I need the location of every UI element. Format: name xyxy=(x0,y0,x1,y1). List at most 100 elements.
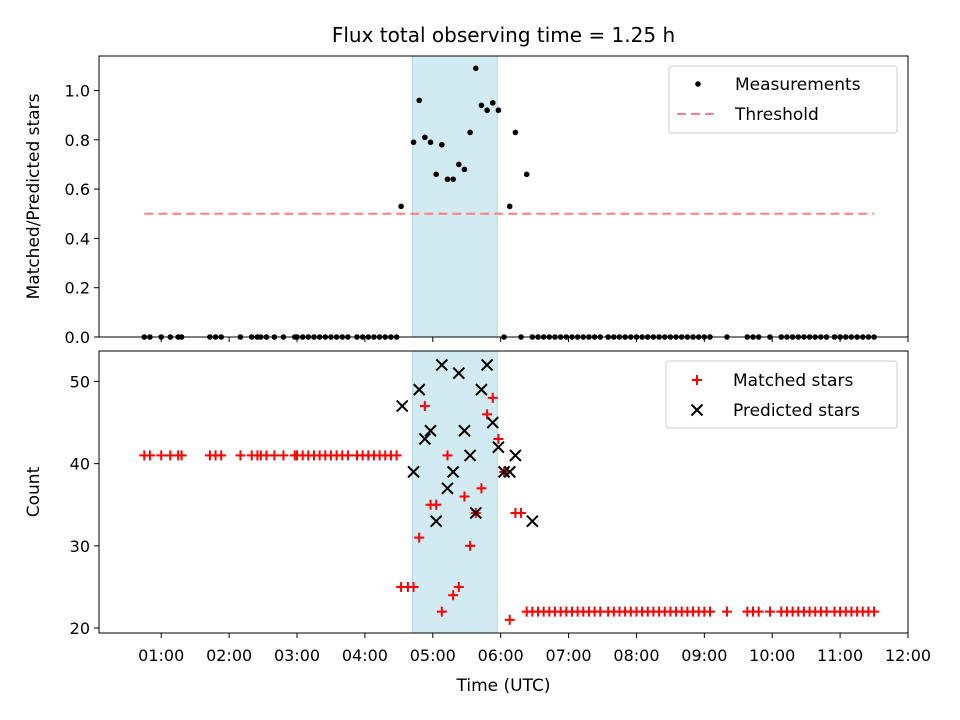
cross-b xyxy=(486,416,499,429)
y-tick-label: 1.0 xyxy=(65,82,90,101)
y-tick-label: 0.8 xyxy=(65,131,90,150)
legend-marker-matched xyxy=(692,375,702,385)
matched-point xyxy=(753,606,764,617)
legend-label: Matched stars xyxy=(733,371,853,391)
cross-b xyxy=(492,440,505,454)
matched-point xyxy=(235,450,246,461)
measurement-point xyxy=(484,107,490,114)
x-axis-label: Time (UTC) xyxy=(456,676,551,696)
matched-point xyxy=(278,450,289,461)
predicted-point xyxy=(526,514,539,528)
x-tick-label: 10:00 xyxy=(749,646,795,665)
x-tick-label: 05:00 xyxy=(410,646,456,665)
predicted-point xyxy=(424,424,437,437)
x-tick-label: 01:00 xyxy=(138,646,184,665)
chart-title: Flux total observing time = 1.25 h xyxy=(332,23,675,47)
matched-point xyxy=(448,590,459,601)
bottom-axes: 20 30 40 50 01:00 02:00 03:00 04:00 05:00 06:00 07… xyxy=(24,350,931,696)
cross-b xyxy=(407,465,420,479)
matched-point xyxy=(216,450,227,461)
measurement-point xyxy=(422,134,428,141)
y-tick-label: 0.6 xyxy=(65,180,90,199)
matched-point xyxy=(144,450,155,461)
matched-point xyxy=(431,499,442,510)
cross-b xyxy=(429,514,443,528)
x-tick-label: 03:00 xyxy=(274,646,320,665)
cross-b xyxy=(469,506,482,520)
measurement-point xyxy=(523,171,530,178)
cross-b xyxy=(475,383,488,396)
measurement-point xyxy=(444,176,451,183)
cross-b xyxy=(446,465,460,479)
matched-point xyxy=(487,392,498,403)
matched-point xyxy=(504,614,515,625)
measurement-point xyxy=(433,171,439,178)
measurement-point xyxy=(398,203,404,210)
measurement-point xyxy=(478,102,485,109)
x-tick-label: 11:00 xyxy=(817,646,863,665)
predicted-point xyxy=(458,424,471,437)
matched-point xyxy=(408,581,419,592)
cross-b xyxy=(458,424,471,437)
legend-marker-measurements xyxy=(695,81,701,87)
cross-b xyxy=(480,358,494,372)
matched-point xyxy=(476,483,487,494)
predicted-point xyxy=(486,416,499,429)
predicted-point xyxy=(429,514,443,528)
x-tick-label: 02:00 xyxy=(206,646,252,665)
y-axis-label: Matched/Predicted stars xyxy=(24,93,44,299)
cross-b xyxy=(503,465,516,479)
cross-b xyxy=(497,465,511,479)
predicted-point xyxy=(435,358,449,372)
predicted-point xyxy=(469,506,482,520)
predicted-point xyxy=(475,383,488,396)
matched-point xyxy=(156,450,167,461)
measurement-point xyxy=(489,100,496,106)
matched-point xyxy=(342,450,353,461)
cross-b xyxy=(435,358,449,372)
predicted-point xyxy=(503,465,516,479)
x-tick-label: 12:00 xyxy=(885,646,931,665)
axes-frame xyxy=(98,350,909,634)
matched-point xyxy=(459,491,470,502)
y-tick-label: 30 xyxy=(70,537,90,556)
matched-point xyxy=(869,606,880,617)
matched-point xyxy=(516,507,527,518)
predicted-point xyxy=(418,432,432,446)
legend-marker-predicted xyxy=(690,403,704,417)
measurement-point xyxy=(512,129,519,136)
y-axis-label: Count xyxy=(24,466,44,517)
predicted-point xyxy=(441,482,454,495)
measurement-point xyxy=(427,139,434,146)
legend-label: Predicted stars xyxy=(733,401,860,421)
cross-b xyxy=(452,366,466,380)
matched-point xyxy=(419,401,430,412)
predicted-point xyxy=(396,399,409,413)
cross-b xyxy=(690,403,704,417)
top-axes: 0.0 0.2 0.4 0.6 0.8 1.0 Matched/Predicted star… xyxy=(24,55,909,347)
legend-box xyxy=(665,360,898,429)
predicted-point xyxy=(446,465,460,479)
matched-point xyxy=(453,581,464,592)
y-tick-label: 0.0 xyxy=(65,328,90,347)
cross-b xyxy=(526,514,539,528)
legend-box xyxy=(668,65,898,134)
legend-bottom: Matched stars Predicted stars xyxy=(665,360,898,429)
cross-b xyxy=(441,482,454,495)
axes-frame xyxy=(98,55,909,338)
x-tick-label: 08:00 xyxy=(613,646,659,665)
measurement-point xyxy=(506,203,513,210)
matched-point xyxy=(436,606,447,617)
legend-top: Measurements Threshold xyxy=(668,65,898,134)
matched-point xyxy=(465,540,476,551)
x-tick-label: 07:00 xyxy=(546,646,592,665)
measurement-point xyxy=(495,107,502,114)
matched-point xyxy=(493,433,504,444)
matched-point xyxy=(764,606,775,617)
predicted-point xyxy=(480,358,494,372)
matched-point xyxy=(721,606,732,617)
predicted-point xyxy=(509,449,522,462)
cross-b xyxy=(396,399,409,413)
y-tick-label: 40 xyxy=(70,455,90,474)
